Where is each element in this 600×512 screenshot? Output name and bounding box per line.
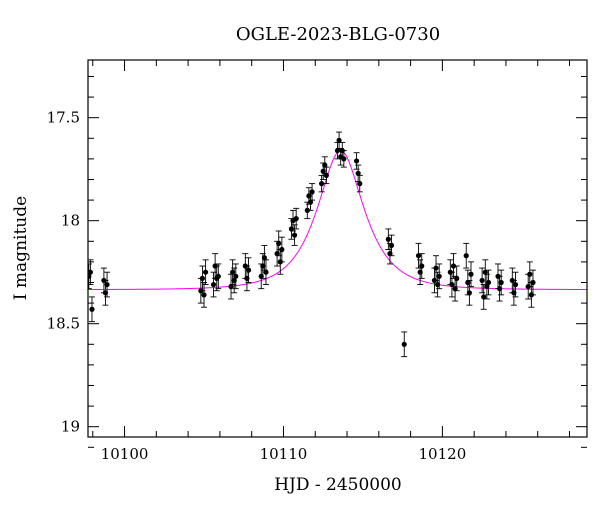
data-point: [104, 271, 111, 298]
x-axis-label: HJD - 2450000: [274, 475, 402, 495]
data-point: [467, 261, 474, 288]
data-point: [479, 267, 486, 294]
data-point: [482, 259, 489, 286]
x-tick-label: 10110: [260, 445, 308, 463]
data-point: [512, 271, 519, 298]
data-point: [336, 131, 343, 150]
data-point: [261, 244, 268, 271]
data-point: [340, 150, 347, 168]
data-point: [433, 255, 440, 281]
data-point: [232, 263, 239, 290]
data-point: [307, 193, 314, 211]
data-point: [215, 263, 222, 290]
data-point: [201, 282, 208, 308]
data-point: [415, 242, 422, 269]
data-point: [448, 271, 455, 298]
data-point: [526, 261, 533, 288]
data-point: [318, 174, 325, 193]
data-point: [529, 269, 536, 296]
data-point: [275, 230, 282, 257]
data-point: [485, 269, 492, 296]
data-point: [436, 263, 443, 290]
data-point: [388, 234, 395, 257]
data-point: [353, 152, 360, 170]
data-point: [262, 259, 269, 286]
data-point: [210, 271, 217, 298]
data-point: [463, 242, 470, 269]
chart-title: OGLE-2023-BLG-0730: [236, 24, 440, 45]
data-point: [323, 166, 330, 185]
plot-area: [88, 131, 587, 358]
y-tick-label: 17.5: [47, 109, 80, 127]
data-point: [88, 296, 95, 323]
data-point: [498, 269, 505, 296]
data-point: [309, 183, 316, 201]
x-tick-label: 10120: [419, 445, 467, 463]
axis-ticks: 10100 10110 10120 17.5 18 18.5 19: [47, 60, 587, 463]
data-point: [199, 265, 206, 292]
data-point: [228, 273, 235, 300]
y-axis-label: I magnitude: [11, 196, 31, 300]
data-point: [401, 331, 408, 358]
y-tick-label: 19: [61, 418, 80, 436]
data-point: [453, 265, 460, 292]
data-point: [355, 164, 362, 182]
data-point: [293, 207, 300, 230]
y-tick-label: 18: [61, 212, 80, 230]
data-point: [418, 253, 425, 279]
data-point: [202, 259, 209, 286]
data-point: [466, 279, 473, 306]
y-tick-label: 18.5: [47, 315, 80, 333]
data-point: [278, 236, 285, 263]
data-point: [385, 228, 392, 250]
data-point: [321, 156, 328, 174]
data-point: [356, 174, 363, 193]
data-point: [245, 257, 252, 283]
plot-frame: [87, 59, 588, 438]
x-tick-label: 10100: [101, 445, 149, 463]
